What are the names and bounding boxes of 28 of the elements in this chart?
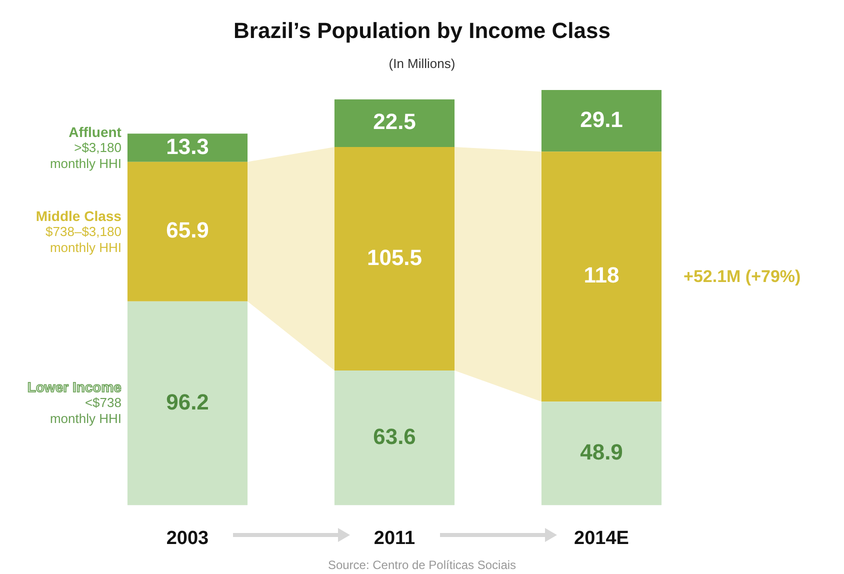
bar <box>541 402 662 506</box>
series-label: Lower Income <box>26 379 122 396</box>
data-label: 22.5 <box>373 109 416 134</box>
annotation: >$3,180 monthly HHI <box>48 140 122 172</box>
series-label: Affluent <box>68 124 122 140</box>
annotation: <$738 monthly HHI <box>48 395 122 428</box>
x-tick-label: 2014E <box>574 528 629 549</box>
data-label: 118 <box>584 262 620 288</box>
data-label: 48.9 <box>580 439 623 464</box>
bar <box>127 301 248 506</box>
chart-title: Brazil’s Population by Income Class <box>232 18 612 44</box>
data-label: 63.6 <box>373 424 416 449</box>
bar <box>127 134 248 162</box>
bar <box>541 90 662 152</box>
data-label: 96.2 <box>166 389 209 414</box>
x-tick-label: 2011 <box>374 528 416 549</box>
data-label: 65.9 <box>166 218 209 243</box>
data-label: 13.3 <box>166 134 209 159</box>
annotation: $738–$3,180 monthly HHI <box>44 224 122 256</box>
bar <box>334 370 455 506</box>
chart-subtitle: (In Millions) <box>388 56 456 71</box>
source-note: Source: Centro de Políticas Sociais <box>326 558 518 572</box>
data-label: 105.5 <box>366 244 422 270</box>
bar <box>334 99 455 147</box>
data-label: 29.1 <box>580 106 623 132</box>
annotation: +52.1M (+79%) <box>684 266 801 287</box>
x-tick-label: 2003 <box>166 528 209 549</box>
series-label: Middle Class <box>34 208 122 224</box>
